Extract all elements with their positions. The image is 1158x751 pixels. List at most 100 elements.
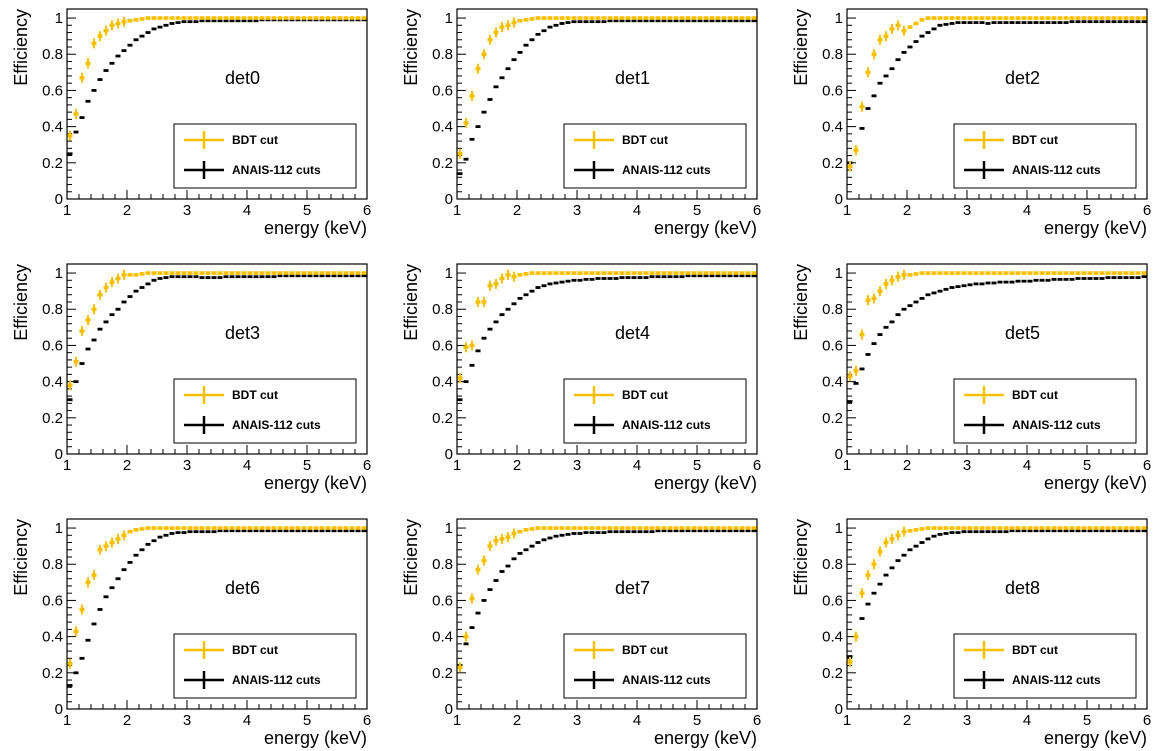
bdt-series-point xyxy=(679,16,685,20)
bdt-series-point xyxy=(619,526,625,530)
bdt-series-point xyxy=(589,271,595,275)
bdt-series-point xyxy=(157,271,163,275)
anais-series-point xyxy=(1063,21,1069,24)
anais-series-point xyxy=(223,529,229,533)
x-axis-title: energy (keV) xyxy=(1044,473,1147,493)
anais-series-point xyxy=(589,277,595,281)
bdt-series-point xyxy=(1087,526,1093,530)
anais-series-point xyxy=(1039,529,1045,533)
y-axis-title: Efficiency xyxy=(401,519,421,596)
anais-series-point xyxy=(673,529,679,533)
anais-series-point xyxy=(1027,279,1033,283)
anais-series-point xyxy=(517,296,523,300)
bdt-series-point xyxy=(1099,526,1105,530)
anais-series-point xyxy=(301,274,307,278)
x-tick-label: 6 xyxy=(1143,202,1151,219)
anais-series-point xyxy=(259,529,265,533)
anais-series-point xyxy=(487,588,493,591)
anais-series-point xyxy=(241,275,247,279)
anais-series-point xyxy=(865,107,871,110)
bdt-series-point xyxy=(673,526,679,530)
anais-series-point xyxy=(259,275,265,279)
bdt-series-point xyxy=(667,16,673,20)
bdt-series-point xyxy=(205,271,211,275)
x-tick-label: 1 xyxy=(843,202,851,219)
bdt-series-point xyxy=(571,16,577,20)
y-tick-label: 0 xyxy=(55,191,63,208)
anais-series-point xyxy=(247,19,253,23)
bdt-series-point xyxy=(187,271,193,275)
x-tick-label: 3 xyxy=(963,202,971,219)
bdt-series-point xyxy=(343,526,349,530)
anais-series-point xyxy=(679,529,685,533)
bdt-series-point xyxy=(709,16,715,20)
y-tick-label: 0.8 xyxy=(432,301,453,318)
anais-series-point xyxy=(559,533,565,537)
x-tick-label: 4 xyxy=(243,457,251,474)
bdt-series-point xyxy=(247,16,253,20)
anais-series-point xyxy=(1075,277,1081,280)
anais-series-point xyxy=(457,172,463,176)
anais-series-point xyxy=(751,19,757,23)
bdt-series-point xyxy=(331,16,337,20)
anais-series-point xyxy=(1099,277,1105,280)
anais-series-point xyxy=(523,293,529,297)
anais-series-point xyxy=(169,275,175,279)
bdt-series-point xyxy=(997,271,1003,275)
anais-series-point xyxy=(355,274,361,278)
detector-label: det3 xyxy=(225,323,260,343)
anais-series-point xyxy=(883,573,889,577)
bdt-series-point xyxy=(535,526,541,530)
anais-series-point xyxy=(1129,276,1135,279)
anais-series-point xyxy=(727,274,733,278)
bdt-series-point xyxy=(1081,271,1087,275)
anais-series-point xyxy=(889,67,895,71)
anais-series-point xyxy=(79,362,85,365)
x-tick-label: 4 xyxy=(1023,712,1031,729)
detector-label: det1 xyxy=(615,68,650,88)
anais-series-point xyxy=(607,530,613,534)
bdt-series-point xyxy=(973,526,979,530)
y-axis-title: Efficiency xyxy=(401,9,421,86)
bdt-series-point xyxy=(337,526,343,530)
bdt-series-point xyxy=(1141,526,1147,530)
anais-series-point xyxy=(1021,529,1027,533)
anais-series-point xyxy=(313,18,319,22)
anais-series-point xyxy=(745,19,751,23)
bdt-series-point xyxy=(1123,526,1129,530)
bdt-series-point xyxy=(973,16,979,20)
anais-series-point xyxy=(859,617,865,620)
anais-series-point xyxy=(199,19,205,23)
anais-series-point xyxy=(133,289,139,293)
bdt-series-point xyxy=(169,526,175,530)
y-tick-label: 0 xyxy=(445,191,453,208)
x-axis-title: energy (keV) xyxy=(264,218,367,238)
bdt-series-point xyxy=(163,271,169,275)
anais-series-point xyxy=(361,274,367,278)
bdt-series-point xyxy=(283,271,289,275)
bdt-series-point xyxy=(1051,271,1057,275)
anais-series-point xyxy=(637,276,643,279)
anais-series-point xyxy=(277,529,283,533)
x-tick-label: 3 xyxy=(963,457,971,474)
anais-series-point xyxy=(469,626,475,629)
plot-frame xyxy=(66,518,368,710)
anais-series-point xyxy=(121,568,127,572)
anais-series-point xyxy=(847,655,853,658)
bdt-series-point xyxy=(139,527,145,531)
anais-series-point xyxy=(931,534,937,538)
bdt-series-point xyxy=(607,526,613,530)
anais-series-point xyxy=(301,529,307,533)
anais-series-point xyxy=(295,18,301,22)
y-tick-label: 0.4 xyxy=(42,119,63,136)
anais-series-point xyxy=(661,275,667,279)
bdt-series-point xyxy=(325,271,331,275)
bdt-series-point xyxy=(1057,526,1063,530)
anais-series-point xyxy=(739,274,745,278)
legend-bdt-label: BDT cut xyxy=(622,643,668,657)
anais-series-point xyxy=(751,274,757,278)
anais-series-point xyxy=(637,530,643,534)
bdt-series-point xyxy=(1027,271,1033,275)
x-tick-label: 1 xyxy=(453,457,461,474)
anais-series-point xyxy=(1015,21,1021,24)
